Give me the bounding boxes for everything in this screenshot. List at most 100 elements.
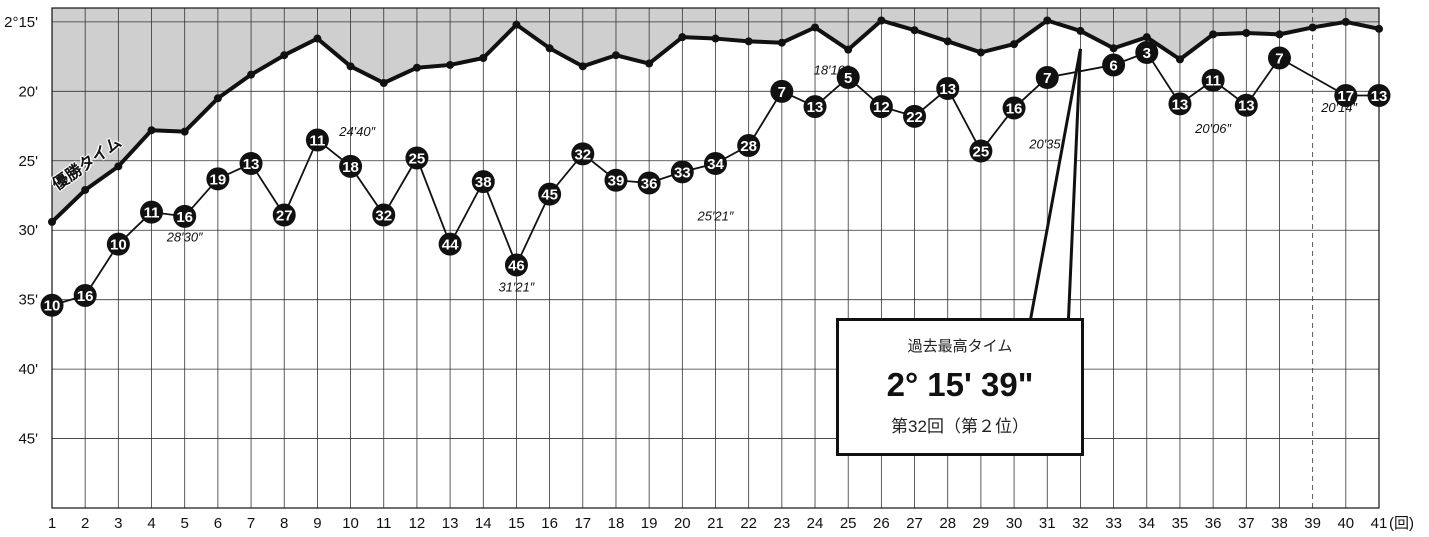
winning-point	[346, 62, 355, 71]
rank-marker	[405, 146, 429, 170]
winning-point	[412, 63, 421, 72]
winning-point	[611, 51, 620, 60]
winning-point	[247, 70, 256, 79]
winning-point	[678, 33, 687, 42]
y-tick-label: 2°15'	[4, 14, 38, 31]
rank-marker	[239, 152, 263, 176]
callout-time: 2° 15' 39"	[886, 366, 1034, 403]
grid	[51, 8, 1380, 508]
rank-marker	[140, 200, 164, 224]
winning-point	[1375, 24, 1383, 33]
rank-marker	[1367, 84, 1391, 107]
rank-marker-label: 32	[574, 146, 591, 163]
rank-marker	[704, 152, 727, 176]
rank-marker	[504, 253, 528, 277]
rank-marker	[272, 203, 296, 227]
x-tick-label: 15	[508, 515, 525, 532]
rank-marker-label: 3	[1143, 45, 1151, 62]
rank-marker-label: 32	[375, 207, 392, 224]
rank-marker	[903, 104, 927, 128]
x-tick-label: 5	[181, 515, 189, 532]
plot-border	[51, 7, 1380, 509]
rank-marker-label: 7	[1043, 70, 1051, 87]
winning-point	[1076, 26, 1085, 35]
x-tick-label: 13	[442, 515, 459, 532]
rank-marker	[770, 79, 794, 103]
rank-marker	[1168, 92, 1192, 116]
annotations: 28′30″ 24′40″ 31′21″ 25′21″ 18′10″ 20′35″ 20′0…	[166, 63, 1358, 295]
best-time-callout: 過去最高タイム 2° 15' 39" 第32回（第２位）	[836, 318, 1084, 456]
winning-point	[479, 54, 488, 62]
rank-marker-label: 16	[77, 288, 94, 305]
winning-point	[976, 48, 985, 57]
x-axis-ticks: 1 2 3 4 5 6 7 8 9 10 11 12 13 14 15 16 17 18 19 20 21 22 23 24 2…	[48, 515, 1414, 532]
rank-marker-label: 12	[873, 99, 890, 116]
rank-marker	[1135, 40, 1159, 64]
rank-marker	[106, 232, 130, 256]
rank-marker	[1234, 93, 1258, 117]
rank-marker	[604, 168, 628, 192]
x-tick-label: 17	[574, 515, 591, 532]
y-tick-label: 45'	[18, 431, 38, 448]
winning-point	[711, 34, 720, 43]
rank-marker	[1035, 65, 1059, 89]
x-tick-label: 3	[114, 515, 122, 532]
rank-marker	[836, 65, 860, 89]
rank-marker-label: 5	[844, 70, 852, 87]
rank-marker	[73, 284, 97, 307]
winning-point	[943, 37, 952, 46]
winning-point	[446, 60, 455, 69]
y-tick-label: 35'	[18, 292, 38, 309]
rank-marker-label: 6	[1109, 57, 1117, 74]
winning-point	[811, 23, 820, 32]
time-annotation: 20′06″	[1194, 121, 1231, 136]
callout-note: 第32回（第２位）	[891, 417, 1029, 436]
rank-marker	[571, 142, 595, 166]
x-tick-label: 14	[475, 515, 492, 532]
rank-marker-label: 13	[939, 81, 956, 98]
winning-point	[1175, 55, 1184, 64]
x-tick-label: 11	[376, 515, 392, 532]
rank-marker-label: 13	[1172, 96, 1189, 113]
x-tick-label: 10	[342, 515, 359, 532]
x-tick-label: 16	[541, 515, 558, 532]
rank-marker-label: 28	[740, 138, 757, 155]
winning-point	[1209, 30, 1218, 39]
x-tick-label: 1	[48, 515, 56, 532]
y-tick-label: 40'	[18, 361, 38, 378]
winning-point	[1142, 33, 1151, 42]
rank-marker-label: 13	[1371, 88, 1388, 105]
x-tick-label: 20	[674, 515, 691, 532]
rank-marker	[339, 154, 363, 178]
winning-point	[512, 20, 521, 29]
rank-marker-label: 18	[342, 159, 359, 176]
winning-point	[81, 185, 90, 194]
time-annotation: 20′35″	[1028, 136, 1065, 151]
rank-marker-label: 39	[608, 173, 625, 190]
rank-marker-label: 25	[409, 151, 426, 168]
rank-marker-label: 34	[707, 156, 724, 173]
rank-marker	[471, 170, 495, 194]
rank-marker	[936, 77, 960, 101]
time-annotation: 25′21″	[697, 209, 734, 224]
rank-marker-label: 46	[508, 257, 525, 274]
x-tick-label: 9	[313, 515, 321, 532]
callout-pointer	[1028, 48, 1082, 322]
x-tick-label: 35	[1172, 515, 1189, 532]
winning-point	[180, 127, 189, 136]
rank-marker-label: 19	[210, 171, 227, 188]
rank-marker-label: 7	[1275, 51, 1283, 68]
callout-pointer-shape	[1028, 48, 1082, 322]
x-tick-label: 36	[1205, 515, 1222, 532]
winning-point	[114, 162, 123, 171]
x-tick-label: 12	[409, 515, 426, 532]
rank-marker	[969, 139, 993, 163]
time-annotation: 31′21″	[498, 279, 534, 294]
rank-marker	[173, 204, 197, 228]
x-tick-label: 4	[147, 515, 155, 532]
x-tick-label: 6	[214, 515, 222, 532]
y-tick-label: 25'	[18, 153, 38, 170]
rank-marker-label: 11	[309, 132, 325, 149]
y-tick-label: 30'	[18, 222, 38, 239]
